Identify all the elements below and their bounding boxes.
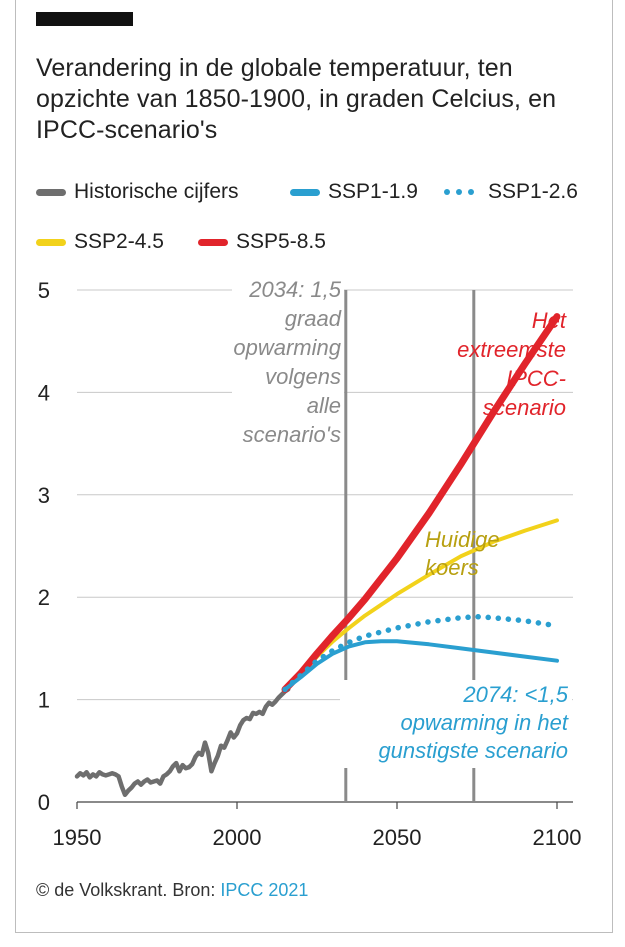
annotation-2034: graad	[285, 306, 342, 331]
chart-title: Verandering in de globale temperatuur, t…	[36, 54, 557, 144]
legend-label-ssp126: SSP1-2.6	[488, 180, 578, 203]
annotation-2034: opwarming	[233, 335, 341, 360]
infographic-frame	[15, 0, 613, 933]
series-line-ssp1-2-6	[282, 613, 560, 693]
legend-swatch-ssp245	[36, 238, 66, 246]
y-tick-label: 4	[38, 380, 50, 405]
annotation-2034: scenario's	[243, 422, 341, 447]
series-line-ssp2-4-5	[283, 518, 559, 692]
source-link[interactable]: IPCC 2021	[220, 880, 309, 900]
annotation-2034: volgens	[265, 364, 341, 389]
legend-swatch-ssp119	[290, 188, 320, 196]
legend-item-ssp585: SSP5-8.5	[198, 230, 326, 254]
legend-swatch-ssp126	[444, 189, 474, 195]
legend-label-ssp245: SSP2-4.5	[74, 230, 164, 253]
legend-item-historical: Historische cijfers	[36, 180, 239, 204]
annotation-2034-background	[232, 274, 344, 444]
annotation-current-course: koers	[425, 555, 479, 580]
header-bar	[36, 12, 133, 26]
legend-label-historical: Historische cijfers	[74, 180, 239, 203]
y-tick-label: 3	[38, 483, 50, 508]
annotation-2074: 2074: <1,5	[462, 682, 568, 707]
annotation-2074-background	[340, 680, 572, 768]
y-tick-label: 5	[38, 278, 50, 303]
annotation-2034: 2034: 1,5	[248, 277, 342, 302]
legend-label-ssp585: SSP5-8.5	[236, 230, 326, 253]
legend-swatch-ssp585	[198, 238, 228, 246]
annotation-current-course: Huidige	[425, 527, 500, 552]
annotation-2074: gunstigste scenario	[378, 738, 568, 763]
annotation-extreme-scenario: extreemste	[457, 337, 566, 362]
legend-item-ssp245: SSP2-4.5	[36, 230, 164, 254]
legend-item-ssp126: SSP1-2.6	[444, 180, 578, 204]
annotation-extreme-scenario: Het	[532, 308, 567, 333]
x-tick-label: 2100	[533, 825, 582, 850]
series-line-historische-cijfers	[74, 687, 291, 798]
chart-annotations: 2034: 1,5 graad opwarming volgens alle scenar…	[232, 274, 572, 768]
y-tick-label: 1	[38, 688, 50, 713]
chart-axes: 0 1 2 3 4 5 1950 2000 2050 2100	[38, 278, 582, 850]
chart-series	[74, 313, 561, 798]
legend-item-ssp119: SSP1-1.9	[290, 180, 418, 204]
y-tick-label: 2	[38, 585, 50, 610]
series-line-ssp5-8-5	[281, 313, 561, 693]
source-credit: © de Volkskrant. Bron: IPCC 2021	[36, 880, 308, 901]
x-tick-label: 2000	[213, 825, 262, 850]
annotation-extreme-scenario: scenario	[483, 395, 566, 420]
y-tick-label: 0	[38, 790, 50, 815]
annotation-2034: alle	[307, 393, 341, 418]
x-tick-label: 1950	[53, 825, 102, 850]
temperature-chart: 2034: 1,5 graad opwarming volgens alle scenar…	[37, 274, 582, 850]
legend-swatch-historical	[36, 188, 66, 196]
legend-label-ssp119: SSP1-1.9	[328, 180, 418, 203]
x-tick-label: 2050	[373, 825, 422, 850]
source-prefix: © de Volkskrant. Bron:	[36, 880, 221, 900]
annotation-extreme-scenario: IPCC-	[506, 366, 566, 391]
annotation-2074: opwarming in het	[400, 710, 568, 735]
